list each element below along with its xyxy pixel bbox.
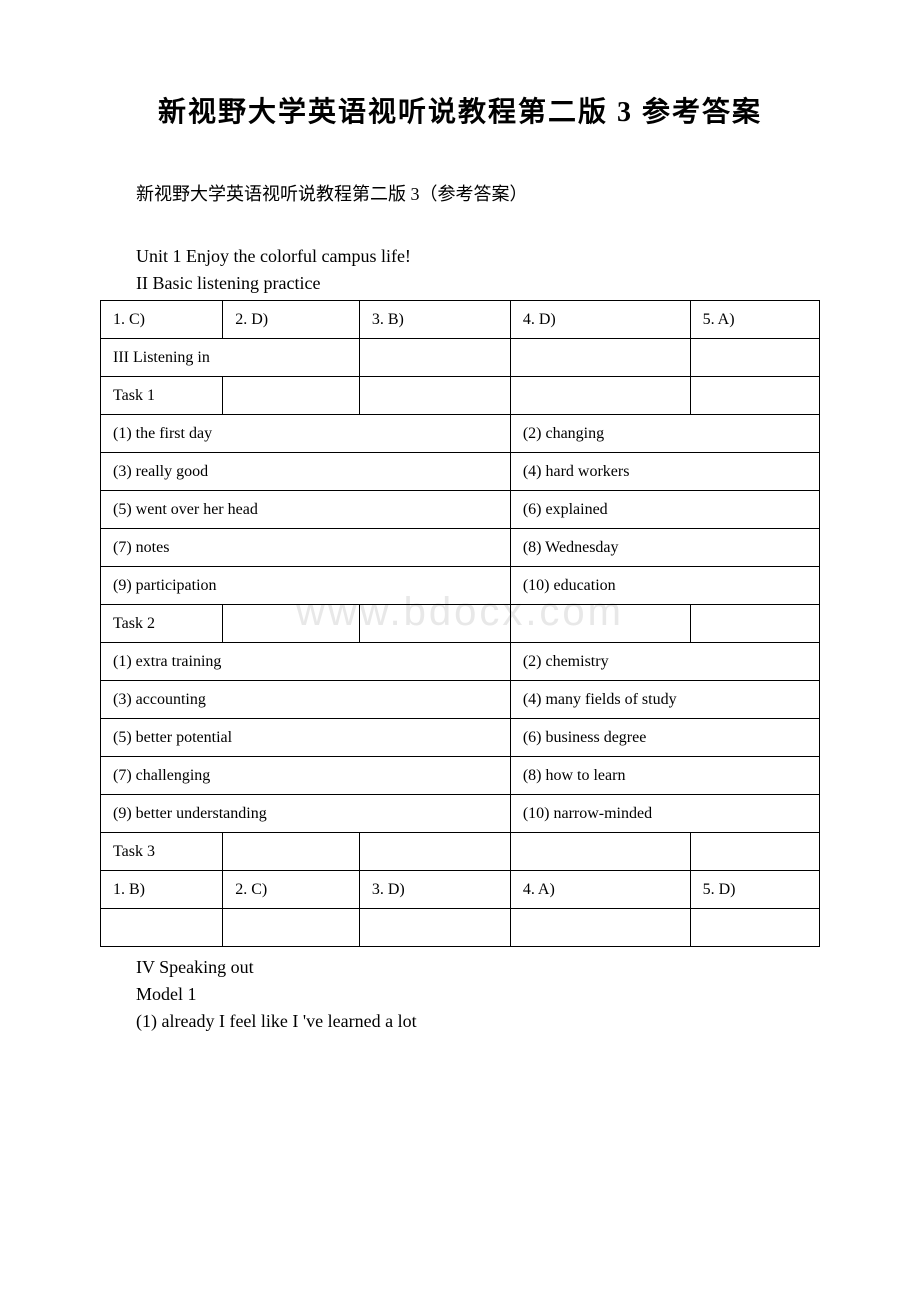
table-row: (7) notes (8) Wednesday: [101, 529, 820, 567]
empty-cell: [223, 377, 360, 415]
empty-cell: [690, 909, 819, 947]
section-cell: III Listening in: [101, 339, 360, 377]
answer-cell: (8) Wednesday: [510, 529, 819, 567]
empty-cell: [510, 605, 690, 643]
task-cell: Task 2: [101, 605, 223, 643]
answer-cell: 1. C): [101, 301, 223, 339]
answer-cell: (9) better understanding: [101, 795, 511, 833]
answer-cell: (7) notes: [101, 529, 511, 567]
answer-cell: 4. A): [510, 871, 690, 909]
table-row: (9) participation (10) education: [101, 567, 820, 605]
answer-cell: 2. D): [223, 301, 360, 339]
answer-cell: (8) how to learn: [510, 757, 819, 795]
subtitle-text: 新视野大学英语视听说教程第二版 3（参考答案）: [100, 180, 820, 206]
answer-cell: (6) explained: [510, 491, 819, 529]
answer-cell: (7) challenging: [101, 757, 511, 795]
empty-cell: [690, 833, 819, 871]
unit-header: Unit 1 Enjoy the colorful campus life!: [100, 246, 820, 267]
answer-cell: 1. B): [101, 871, 223, 909]
answer-cell: (3) accounting: [101, 681, 511, 719]
answer-cell: (2) changing: [510, 415, 819, 453]
answer-cell: 2. C): [223, 871, 360, 909]
empty-cell: [510, 833, 690, 871]
table-row: (9) better understanding (10) narrow-min…: [101, 795, 820, 833]
empty-cell: [223, 833, 360, 871]
table-row: [101, 909, 820, 947]
table-row: Task 2: [101, 605, 820, 643]
page-title: 新视野大学英语视听说教程第二版 3 参考答案: [100, 90, 820, 130]
table-row: (5) better potential (6) business degree: [101, 719, 820, 757]
empty-cell: [359, 339, 510, 377]
section2-header: II Basic listening practice: [100, 273, 820, 294]
empty-cell: [510, 909, 690, 947]
answer-cell: (5) better potential: [101, 719, 511, 757]
answer-cell: (3) really good: [101, 453, 511, 491]
table-row: 1. C) 2. D) 3. B) 4. D) 5. A): [101, 301, 820, 339]
answer-cell: 3. D): [359, 871, 510, 909]
answer-cell: 5. D): [690, 871, 819, 909]
table-row: Task 3: [101, 833, 820, 871]
table-row: III Listening in: [101, 339, 820, 377]
empty-cell: [101, 909, 223, 947]
task-cell: Task 1: [101, 377, 223, 415]
answer-cell: (4) many fields of study: [510, 681, 819, 719]
empty-cell: [359, 605, 510, 643]
empty-cell: [223, 605, 360, 643]
task-cell: Task 3: [101, 833, 223, 871]
answer-cell: (10) education: [510, 567, 819, 605]
answer-cell: 3. B): [359, 301, 510, 339]
answer-cell: (6) business degree: [510, 719, 819, 757]
empty-cell: [510, 339, 690, 377]
answer-line: (1) already I feel like I 've learned a …: [100, 1011, 820, 1032]
empty-cell: [690, 339, 819, 377]
table-row: Task 1: [101, 377, 820, 415]
table-row: (1) extra training (2) chemistry: [101, 643, 820, 681]
empty-cell: [359, 833, 510, 871]
answer-cell: (1) the first day: [101, 415, 511, 453]
table-row: (3) really good (4) hard workers: [101, 453, 820, 491]
answers-table: 1. C) 2. D) 3. B) 4. D) 5. A) III Listen…: [100, 300, 820, 947]
table-row: (3) accounting (4) many fields of study: [101, 681, 820, 719]
empty-cell: [223, 909, 360, 947]
section4-header: IV Speaking out: [100, 957, 820, 978]
document-content: 新视野大学英语视听说教程第二版 3 参考答案 新视野大学英语视听说教程第二版 3…: [100, 90, 820, 1032]
empty-cell: [510, 377, 690, 415]
answer-cell: (1) extra training: [101, 643, 511, 681]
table-row: (5) went over her head (6) explained: [101, 491, 820, 529]
answer-cell: (4) hard workers: [510, 453, 819, 491]
answer-cell: (10) narrow-minded: [510, 795, 819, 833]
table-row: (1) the first day (2) changing: [101, 415, 820, 453]
table-row: (7) challenging (8) how to learn: [101, 757, 820, 795]
empty-cell: [359, 909, 510, 947]
answer-cell: (9) participation: [101, 567, 511, 605]
empty-cell: [690, 605, 819, 643]
answer-cell: (2) chemistry: [510, 643, 819, 681]
answer-cell: 5. A): [690, 301, 819, 339]
empty-cell: [359, 377, 510, 415]
table-row: 1. B) 2. C) 3. D) 4. A) 5. D): [101, 871, 820, 909]
answer-cell: (5) went over her head: [101, 491, 511, 529]
model-header: Model 1: [100, 984, 820, 1005]
empty-cell: [690, 377, 819, 415]
answer-cell: 4. D): [510, 301, 690, 339]
